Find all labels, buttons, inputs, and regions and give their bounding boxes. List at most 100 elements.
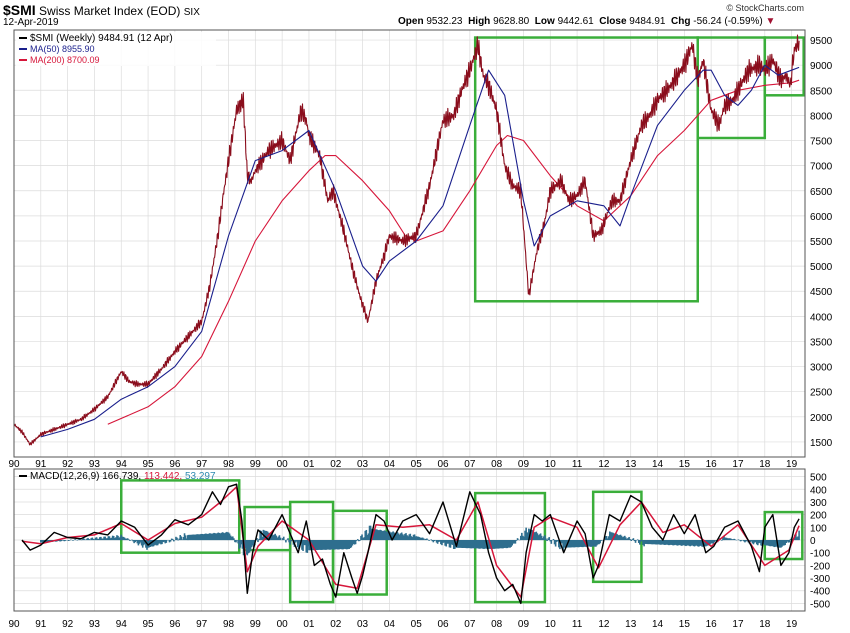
macd-histogram-bar [192, 534, 195, 541]
y-tick-label: 5000 [810, 262, 833, 273]
macd-histogram-bar [138, 540, 141, 544]
macd-histogram-bar [405, 533, 407, 541]
macd-histogram-bar [246, 540, 249, 556]
macd-histogram-bar [502, 540, 504, 549]
macd-histogram-bar [360, 535, 362, 541]
macd-histogram-bar [301, 540, 303, 550]
macd-histogram-bar [599, 540, 601, 544]
macd-histogram-bar [765, 540, 767, 546]
low-label: Low [534, 16, 555, 27]
x-tick-label: 02 [330, 619, 342, 630]
macd-histogram-bar [239, 540, 242, 548]
macd-histogram-bar [466, 540, 468, 549]
macd-highlight-box [591, 490, 643, 584]
macd-histogram-bar [394, 533, 397, 541]
x-tick-label: 16 [706, 619, 718, 630]
y-tick-label: 1500 [810, 438, 833, 449]
macd-histogram-bar [115, 537, 117, 541]
macd-histogram-bar [257, 540, 259, 543]
macd-histogram-bar [545, 538, 547, 541]
macd-histogram-bar [87, 537, 89, 541]
macd-histogram-bar [222, 532, 225, 541]
macd-histogram-bar [142, 540, 145, 546]
x-tick-label: 15 [679, 619, 691, 630]
macd-histogram-bar [312, 540, 315, 551]
macd-histogram-bar [331, 540, 334, 550]
macd-histogram-bar [677, 540, 680, 546]
ma200-line [107, 79, 800, 425]
macd-histogram-bar [597, 540, 599, 545]
x-tick-label: 05 [411, 459, 423, 470]
macd-histogram-bar [165, 540, 168, 543]
macd-histogram-bar [740, 540, 743, 541]
macd-histogram-bar [446, 540, 449, 544]
macd-histogram-bar [785, 540, 788, 543]
macd-histogram-bar [798, 530, 800, 541]
macd-histogram-bar [211, 533, 213, 541]
x-tick-label: 93 [89, 459, 101, 470]
macd-histogram-bar [631, 539, 634, 541]
macd-histogram-bar [277, 536, 280, 541]
chg-label: Chg [671, 16, 691, 27]
macd-histogram-bar [460, 540, 463, 548]
macd-y-tick-label: 200 [810, 511, 827, 522]
macd-histogram-bar [436, 540, 439, 544]
macd-histogram-bar [615, 533, 618, 541]
macd-histogram-bar [722, 537, 724, 541]
macd-histogram-bar [721, 540, 723, 541]
macd-histogram-bar [82, 538, 85, 541]
macd-histogram-bar [408, 534, 411, 541]
macd-histogram-bar [275, 535, 278, 541]
macd-histogram-bar [214, 533, 216, 541]
macd-histogram-bar [704, 540, 707, 547]
macd-histogram-bar [671, 540, 673, 545]
macd-histogram-bar [341, 540, 343, 550]
macd-histogram-bar [596, 540, 598, 546]
macd-histogram-bar [346, 540, 349, 550]
macd-histogram-bar [627, 537, 629, 541]
macd-histogram-bar [676, 540, 679, 546]
macd-histogram-bar [125, 538, 128, 541]
macd-histogram-bar [534, 532, 537, 541]
macd-histogram-bar [137, 540, 140, 546]
macd-histogram-bar [625, 537, 627, 541]
macd-histogram-bar [260, 530, 263, 541]
macd-histogram-bar [384, 530, 387, 541]
macd-highlight-box [331, 509, 388, 596]
macd-histogram-bar [476, 540, 478, 549]
macd-histogram-bar [285, 540, 287, 543]
macd-histogram-bar [752, 540, 755, 545]
macd-histogram-bar [219, 533, 222, 541]
macd-histogram-bar [445, 540, 448, 547]
macd-histogram-bar [67, 540, 70, 541]
macd-histogram-bar [237, 540, 239, 544]
macd-histogram-bar [62, 540, 65, 541]
macd-histogram-bar [662, 540, 665, 545]
macd-histogram-bar [771, 540, 774, 547]
macd-histogram-bar [118, 537, 120, 541]
macd-histogram-bar [452, 540, 455, 549]
macd-histogram-bar [628, 536, 630, 541]
macd-histogram-bar [560, 540, 562, 544]
macd-histogram-bar [229, 535, 232, 541]
macd-histogram-bar [412, 534, 415, 541]
macd-histogram-bar [696, 540, 699, 547]
macd-histogram-bar [746, 540, 748, 541]
macd-histogram-bar [503, 540, 505, 548]
macd-histogram-bar [592, 540, 595, 547]
macd-histogram-bar [103, 536, 105, 541]
exchange: SIX [183, 7, 200, 18]
macd-histogram-bar [74, 539, 76, 541]
macd-histogram-bar [79, 539, 82, 541]
x-tick-label: 11 [572, 619, 583, 630]
macd-histogram-bar [154, 540, 157, 545]
x-tick-label: 17 [732, 459, 744, 470]
price-line [13, 34, 800, 446]
macd-histogram-bar [367, 533, 370, 541]
macd-histogram-bar [403, 535, 405, 541]
macd-histogram-bar [105, 538, 108, 541]
macd-histogram-bar [754, 540, 757, 543]
macd-histogram-bar [395, 532, 398, 541]
macd-histogram-bar [511, 540, 513, 546]
